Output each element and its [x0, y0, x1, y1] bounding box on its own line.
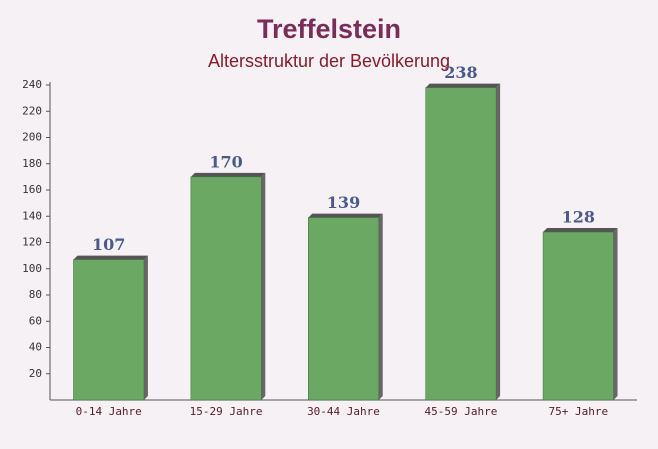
value-label: 139	[327, 193, 360, 212]
y-tick-label: 180	[22, 157, 42, 170]
bar-shadow	[425, 83, 501, 88]
value-label: 238	[444, 63, 477, 82]
y-tick-label: 60	[29, 314, 42, 327]
x-tick-label: 30-44 Jahre	[307, 405, 380, 418]
bar-shadow	[613, 228, 618, 400]
chart-subtitle: Altersstruktur der Bevölkerung	[208, 51, 450, 71]
x-tick-label: 0-14 Jahre	[76, 405, 142, 418]
bar-shadow	[73, 255, 148, 260]
bar	[73, 259, 145, 401]
bar-shadow	[190, 172, 266, 177]
bar-shadow	[496, 83, 501, 400]
y-tick-label: 200	[22, 131, 42, 144]
bar	[308, 217, 379, 401]
x-tick-label: 45-59 Jahre	[424, 405, 497, 418]
x-tick-label: 15-29 Jahre	[190, 405, 263, 418]
value-label: 128	[562, 208, 595, 227]
chart-title: Treffelstein	[257, 14, 401, 44]
y-tick-label: 120	[22, 236, 42, 249]
bar-shadow	[261, 172, 266, 400]
y-tick-label: 220	[22, 104, 42, 117]
y-tick-label: 160	[22, 183, 42, 196]
bar-shadow	[378, 213, 383, 400]
bar-shadow	[543, 228, 618, 232]
y-tick-label: 80	[29, 288, 42, 301]
value-label: 170	[209, 152, 242, 171]
bar-shadow	[143, 255, 148, 400]
value-label: 107	[92, 235, 125, 254]
y-tick-label: 40	[29, 341, 42, 354]
y-tick-label: 240	[22, 78, 42, 91]
bar	[542, 231, 614, 401]
y-tick-label: 140	[22, 209, 42, 222]
y-tick-label: 20	[29, 367, 42, 380]
x-tick-label: 75+ Jahre	[548, 405, 608, 418]
bar	[425, 87, 497, 401]
bar-shadow	[308, 213, 383, 218]
y-tick-label: 100	[22, 262, 42, 275]
bar	[190, 176, 262, 401]
